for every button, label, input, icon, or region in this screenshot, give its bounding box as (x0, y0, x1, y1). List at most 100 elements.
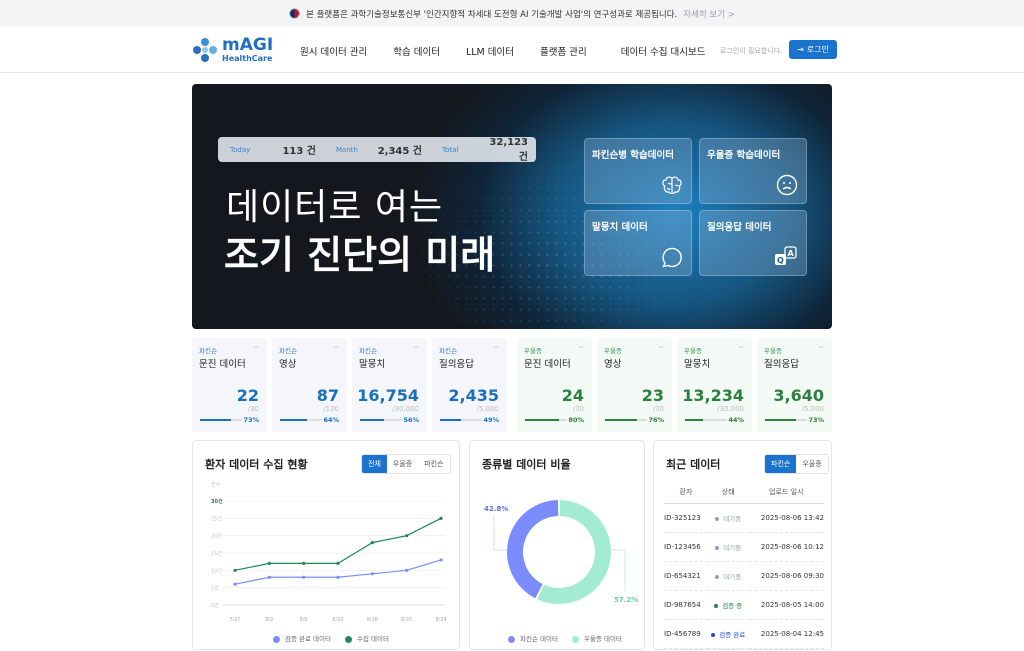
card-name: 문진 데이터 (199, 359, 246, 370)
patient-id: ID-123456 (664, 532, 708, 562)
sad-face-icon (776, 174, 798, 196)
stat-month-value: 2,345 건 (377, 146, 422, 157)
tile-label: 질의응답 데이터 (707, 222, 772, 233)
hero-stats: Today 113 건 Month 2,345 건 Total 32,123 건 (218, 137, 536, 163)
card-name: 영상 (604, 359, 622, 370)
stat-card[interactable]: 우울증 ··· 영상 23 /30 76% (597, 338, 672, 432)
y-tick-label: 0건 (211, 602, 219, 609)
filter-all[interactable]: 전체 (362, 455, 387, 473)
filter-depression[interactable]: 우울증 (802, 460, 822, 468)
stat-today-label: Today (230, 145, 251, 154)
stat-total-label: Total (442, 145, 459, 154)
tile-label: 말뭉치 데이터 (592, 222, 648, 233)
col-patient: 환자 (664, 481, 708, 504)
upload-date: 2025-08-04 12:45 (748, 619, 824, 649)
card-max: /30 (247, 405, 259, 413)
recent-title: 최근 데이터 (666, 458, 721, 471)
card-max: /30 (652, 405, 664, 413)
recent-filter: 파킨슨 우울증 (764, 454, 829, 474)
x-tick-label: 8/24 (435, 617, 446, 623)
card-value: 3,640 (773, 386, 824, 405)
y-axis-label: 건수 (211, 481, 221, 488)
data-point (439, 558, 443, 562)
recent-panel: 최근 데이터 파킨슨 우울증 환자 상태 업로드 일시 ID-325123 대기… (653, 440, 832, 650)
data-point (302, 561, 306, 565)
card-percent: 44% (728, 416, 744, 424)
stat-card[interactable]: 우울증 ··· 문진 데이터 24 /30 80% (517, 338, 592, 432)
data-point (267, 575, 271, 579)
logo-icon (193, 38, 217, 62)
login-hint: 로그인이 필요합니다. (720, 47, 783, 55)
data-point (439, 516, 443, 520)
table-row[interactable]: ID-123456 대기중 2025-08-06 10:12 (664, 532, 824, 562)
table-row[interactable]: ID-987654 검증 중 2025-08-05 14:00 (664, 590, 824, 620)
tile-depression[interactable]: 우울증 학습데이터 (699, 138, 807, 204)
card-category: 우울증 (764, 347, 782, 355)
legend-parkinson: 파킨슨 데이터 (508, 633, 558, 643)
line-chart: 건수 0건 5건 10건 15건 20건 25건 30건 7/27 8/2 8/6 8/10 8/16 8… (211, 481, 447, 623)
korea-flag-icon (289, 8, 301, 19)
more-icon[interactable]: ··· (578, 343, 584, 352)
nav-training-data[interactable]: 학습 데이터 (393, 47, 440, 58)
more-icon[interactable]: ··· (413, 343, 419, 352)
nav-llm-data[interactable]: LLM 데이터 (465, 47, 514, 58)
stat-card[interactable]: 파킨슨 ··· 영상 87 /120 64% (272, 338, 347, 432)
hero-banner: Today 113 건 Month 2,345 건 Total 32,123 건 데이… (192, 84, 832, 329)
more-icon[interactable]: ··· (738, 343, 744, 352)
x-tick-label: 8/2 (265, 617, 273, 623)
legend-collected: 수집 데이터 (345, 633, 389, 643)
card-max: /5,000 (476, 405, 499, 413)
chat-bubble-icon (662, 247, 682, 268)
tile-corpus[interactable]: 말뭉치 데이터 (584, 210, 692, 276)
login-button[interactable]: ⇥ 로그인 (789, 40, 837, 59)
login-label: 로그인 (806, 45, 829, 54)
upload-date: 2025-08-06 10:12 (748, 532, 824, 562)
stat-month-label: Month (336, 145, 358, 154)
logo[interactable]: mAGI HealthCare (192, 37, 273, 63)
card-max: /120 (323, 405, 339, 413)
stat-card[interactable]: 우울증 ··· 말뭉치 13,234 /30,000 44% (677, 338, 752, 432)
x-tick-label: 8/10 (332, 617, 343, 623)
card-percent: 49% (483, 416, 499, 424)
filter-parkinson[interactable]: 파킨슨 (765, 455, 797, 473)
card-percent: 56% (403, 416, 419, 424)
card-category: 우울증 (684, 347, 702, 355)
tile-parkinson[interactable]: 파킨슨병 학습데이터 (584, 138, 692, 204)
logo-sub: HealthCare (222, 54, 273, 63)
filter-parkinson[interactable]: 파킨슨 (424, 460, 444, 468)
table-row[interactable]: ID-456789 검증 완료 2025-08-04 12:45 (664, 619, 824, 649)
upload-date: 2025-08-06 09:30 (748, 561, 824, 591)
nav-platform[interactable]: 플랫폼 관리 (540, 47, 587, 58)
card-percent: 73% (243, 416, 259, 424)
hero-title-line2: 조기 진단의 미래 (224, 233, 496, 277)
tile-label: 파킨슨병 학습데이터 (592, 150, 674, 161)
nav-dashboard[interactable]: 데이터 수집 대시보드 (620, 47, 706, 58)
more-icon[interactable]: ··· (253, 343, 259, 352)
stat-card[interactable]: 파킨슨 ··· 문진 데이터 22 /30 73% (192, 338, 267, 432)
stat-card[interactable]: 파킨슨 ··· 말뭉치 16,754 /30,000 56% (352, 338, 427, 432)
card-value: 24 (561, 386, 584, 405)
stat-card[interactable]: 우울증 ··· 질의응답 3,640 /5,000 73% (757, 338, 832, 432)
slice-label: 42.8% (484, 505, 508, 513)
card-max: /30,000 (392, 405, 419, 413)
card-value: 87 (316, 386, 339, 405)
progress-bar (280, 419, 322, 421)
notice-more-link[interactable]: 자세히 보기 > (683, 9, 735, 20)
more-icon[interactable]: ··· (333, 343, 339, 352)
collection-panel: 환자 데이터 수집 현황 전체 우울증 파킨슨 건수 0건 5건 10건 15건 20건 2… (192, 440, 460, 650)
stat-card[interactable]: 파킨슨 ··· 질의응답 2,435 /5,000 49% (432, 338, 507, 432)
filter-depression[interactable]: 우울증 (392, 460, 413, 468)
more-icon[interactable]: ··· (658, 343, 664, 352)
card-value: 22 (236, 386, 259, 405)
x-tick-label: 8/16 (367, 617, 378, 623)
nav-raw-data[interactable]: 원시 데이터 관리 (300, 47, 368, 58)
card-value: 2,435 (448, 386, 499, 405)
more-icon[interactable]: ··· (493, 343, 499, 352)
more-icon[interactable]: ··· (818, 343, 824, 352)
card-percent: 64% (323, 416, 339, 424)
table-row[interactable]: ID-325123 대기중 2025-08-06 13:42 (664, 503, 824, 533)
table-row[interactable]: ID-654321 대기중 2025-08-06 09:30 (664, 561, 824, 591)
card-category: 우울증 (524, 347, 542, 355)
header: mAGI HealthCare 원시 데이터 관리 학습 데이터 LLM 데이터 … (0, 27, 1024, 73)
